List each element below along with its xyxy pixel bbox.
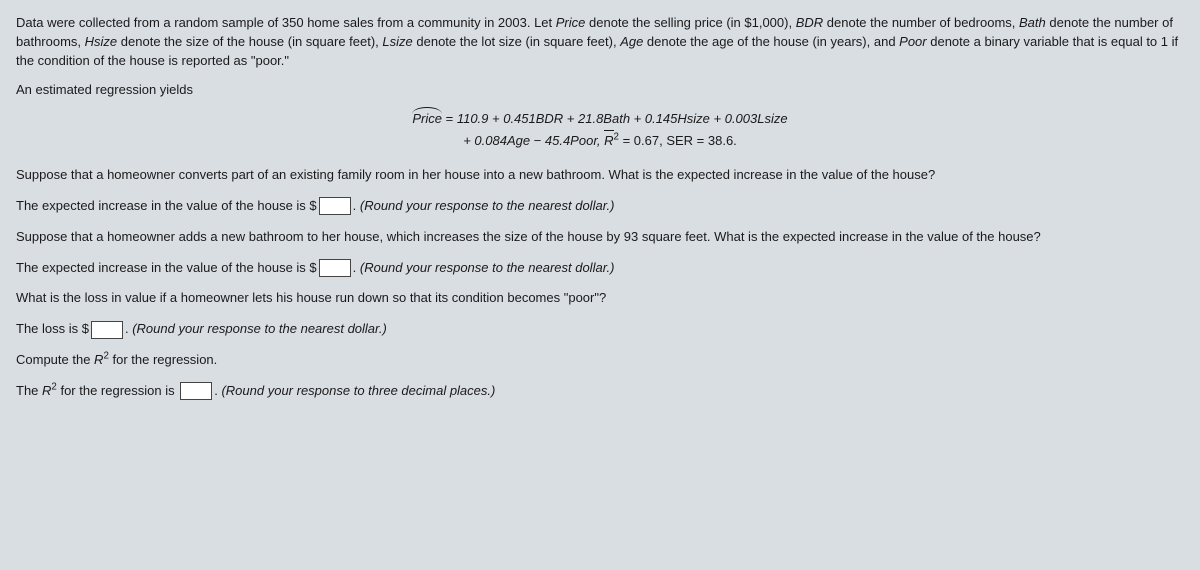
answer-2-line: The expected increase in the value of th… [16, 259, 1184, 278]
answer-1-pre: The expected increase in the value of th… [16, 198, 317, 213]
answer-4-input[interactable] [180, 382, 212, 400]
answer-2-hint: (Round your response to the nearest doll… [360, 260, 615, 275]
intro-text: denote the lot size (in square feet), [413, 34, 620, 49]
answer-3-hint: (Round your response to the nearest doll… [132, 321, 387, 336]
intro-text: denote the selling price (in $1,000), [585, 15, 795, 30]
intro-text: denote the age of the house (in years), … [643, 34, 899, 49]
question-3: What is the loss in value if a homeowner… [16, 289, 1184, 308]
eq-rhs-line2: + 0.084Age − 45.4Poor, [463, 133, 604, 148]
answer-4-pre1: The [16, 383, 42, 398]
r-bar: R [604, 130, 613, 152]
eq-sign: = [442, 111, 457, 126]
answer-4-rvar: R [42, 383, 51, 398]
answer-4-pre2: for the regression is [57, 383, 178, 398]
answer-3-input[interactable] [91, 321, 123, 339]
answer-4-line: The R2 for the regression is . (Round yo… [16, 382, 1184, 401]
eq-stats: = 0.67, SER = 38.6. [619, 133, 737, 148]
question-4: Compute the R2 for the regression. [16, 351, 1184, 370]
answer-1-line: The expected increase in the value of th… [16, 197, 1184, 216]
answer-3-pre: The loss is $ [16, 321, 89, 336]
question-2: Suppose that a homeowner adds a new bath… [16, 228, 1184, 247]
regression-label: An estimated regression yields [16, 81, 1184, 100]
var-bath: Bath [1019, 15, 1046, 30]
answer-4-hint: (Round your response to three decimal pl… [221, 383, 495, 398]
answer-1-hint: (Round your response to the nearest doll… [360, 198, 615, 213]
var-poor: Poor [899, 34, 926, 49]
q4-pre: Compute the [16, 352, 94, 367]
price-hat: Price [412, 109, 442, 130]
var-price: Price [556, 15, 586, 30]
question-page: Data were collected from a random sample… [0, 0, 1200, 401]
answer-1-post: . [353, 198, 360, 213]
var-hsize: Hsize [85, 34, 118, 49]
answer-1-input[interactable] [319, 197, 351, 215]
answer-2-post: . [353, 260, 360, 275]
question-1: Suppose that a homeowner converts part o… [16, 166, 1184, 185]
answer-3-line: The loss is $. (Round your response to t… [16, 320, 1184, 339]
var-bdr: BDR [796, 15, 823, 30]
var-lsize: Lsize [382, 34, 412, 49]
intro-text: denote the number of bedrooms, [823, 15, 1019, 30]
var-age: Age [620, 34, 643, 49]
problem-intro: Data were collected from a random sample… [16, 14, 1184, 71]
intro-text: denote the size of the house (in square … [117, 34, 382, 49]
answer-2-pre: The expected increase in the value of th… [16, 260, 317, 275]
intro-text: Data were collected from a random sample… [16, 15, 556, 30]
answer-2-input[interactable] [319, 259, 351, 277]
regression-equation: Price = 110.9 + 0.451BDR + 21.8Bath + 0.… [16, 109, 1184, 152]
q4-post: for the regression. [109, 352, 217, 367]
eq-rhs-line1: 110.9 + 0.451BDR + 21.8Bath + 0.145Hsize… [457, 111, 788, 126]
